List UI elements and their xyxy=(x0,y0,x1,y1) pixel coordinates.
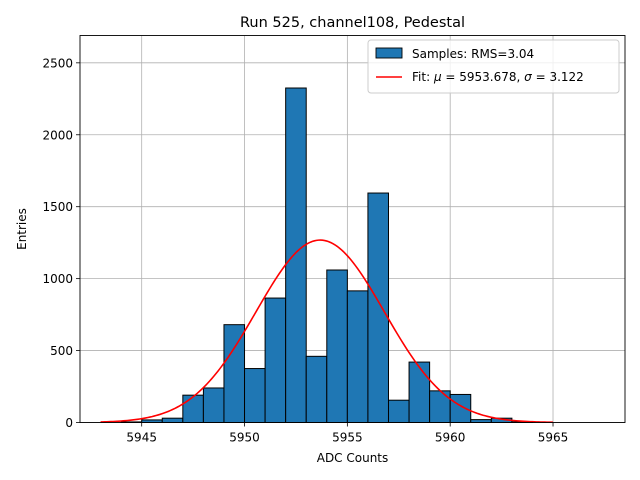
x-axis-label: ADC Counts xyxy=(317,451,389,465)
histogram-bar xyxy=(182,394,204,424)
histogram-bar xyxy=(161,417,184,424)
histogram-bar xyxy=(346,290,369,423)
histogram-bar xyxy=(223,324,246,423)
x-tick-label: 5950 xyxy=(229,431,260,445)
plot-frame xyxy=(79,35,626,423)
legend-fit-mu-symbol: μ xyxy=(433,70,442,84)
legend-fit-sigma-symbol: σ xyxy=(524,70,532,84)
chart-title: Run 525, channel108, Pedestal xyxy=(240,15,465,31)
y-tick-label: 500 xyxy=(50,344,73,358)
histogram-bar xyxy=(244,368,266,423)
legend-fit-prefix: Fit: xyxy=(412,70,434,84)
histogram-bar xyxy=(367,192,389,423)
y-tick-label: 1000 xyxy=(42,272,73,286)
histogram-bar xyxy=(305,355,328,423)
histogram-bars xyxy=(120,87,533,424)
histogram-bar xyxy=(264,297,287,423)
y-tick-label: 2000 xyxy=(42,128,73,142)
fit-curve xyxy=(100,239,554,424)
legend-swatch-samples xyxy=(375,47,403,59)
x-tick-label: 5965 xyxy=(538,431,569,445)
x-tick-label: 5960 xyxy=(435,431,466,445)
legend: Samples: RMS=3.04 Fit: μ = 5953.678, σ =… xyxy=(367,39,620,94)
histogram-bar xyxy=(387,399,410,424)
legend-label-fit: Fit: μ = 5953.678, σ = 3.122 xyxy=(412,70,584,84)
y-axis-label: Entries xyxy=(15,208,29,250)
x-tick-label: 5945 xyxy=(126,431,157,445)
y-tick-label: 2500 xyxy=(42,56,73,70)
histogram-bar xyxy=(449,393,472,424)
x-axis: 5945 5950 5955 5960 5965 xyxy=(126,422,569,445)
legend-frame xyxy=(367,39,620,94)
histogram-bar xyxy=(285,87,307,424)
y-tick-label: 0 xyxy=(65,416,73,430)
legend-fit-sigma-value: = 3.122 xyxy=(532,70,584,84)
histogram-bar xyxy=(408,361,431,423)
legend-label-samples: Samples: RMS=3.04 xyxy=(412,47,534,61)
histogram-bar xyxy=(429,390,451,424)
histogram-bar xyxy=(202,387,225,423)
y-axis: 0 500 1000 1500 2000 2500 xyxy=(42,56,80,430)
legend-fit-mu-value: = 5953.678, xyxy=(442,70,525,84)
y-tick-label: 1500 xyxy=(42,200,73,214)
x-tick-label: 5955 xyxy=(332,431,363,445)
histogram-bar xyxy=(326,269,348,423)
